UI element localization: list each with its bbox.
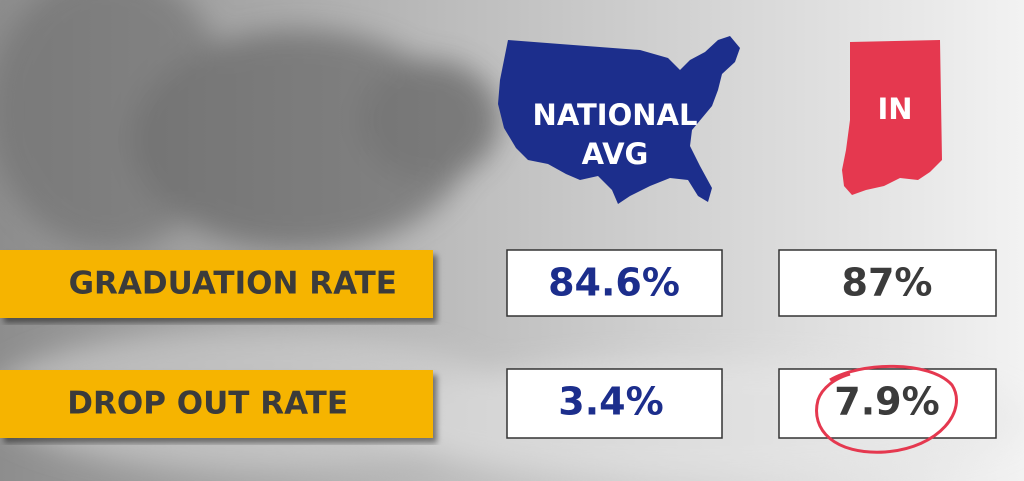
value: 3.4% (558, 380, 663, 424)
value-box (778, 368, 997, 439)
row-label-bar (0, 250, 433, 318)
value: 84.6% (548, 261, 680, 305)
row-label: GRADUATION RATE (69, 266, 397, 302)
row-label: DROP OUT RATE (67, 386, 348, 422)
value-box (506, 368, 723, 439)
indiana-map (842, 40, 942, 195)
value-box (778, 249, 997, 317)
column-header: NATIONAL (533, 98, 698, 132)
highlight-circle (815, 364, 958, 454)
row-label-bar (0, 370, 433, 438)
column-header: AVG (582, 137, 649, 171)
us-map (498, 36, 740, 204)
value: 7.9% (834, 380, 939, 424)
column-header: IN (877, 92, 912, 126)
value-box (506, 249, 723, 317)
value: 87% (842, 261, 933, 305)
